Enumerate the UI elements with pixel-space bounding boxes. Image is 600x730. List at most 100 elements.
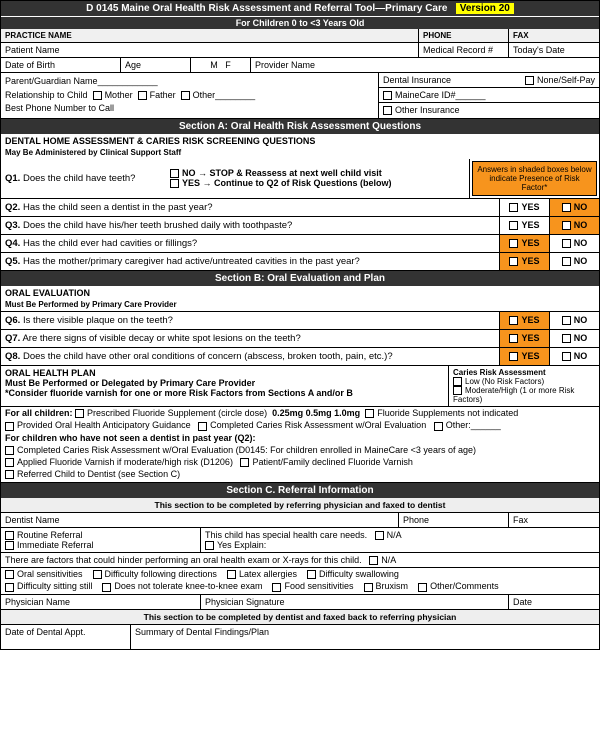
checkbox-sn-yes[interactable] [205,541,214,550]
parent-lbl: Parent/Guardian Name [5,76,98,86]
checkbox-immediate[interactable] [5,541,14,550]
plan-sub: Must Be Performed or Delegated by Primar… [5,378,255,388]
practice-name-hdr: PRACTICE NAME [1,29,419,42]
not-seen-lbl: For children who have not seen a dentist… [5,433,256,443]
checkbox-food-sens[interactable] [272,583,281,592]
q2-row: Q2. Has the child seen a dentist in the … [1,199,599,217]
factors-line2: Difficulty sitting still Does not tolera… [1,580,599,594]
checkbox-diff-swallow[interactable] [307,570,316,579]
cra-block: Caries Risk Assessment Low (No Risk Fact… [449,366,599,407]
q1-no-action: STOP & Reassess at next well child visit [210,168,382,178]
diff-dir: Difficulty following directions [105,569,217,579]
q6-no[interactable]: NO [549,312,599,329]
checkbox-sn-na[interactable] [375,531,384,540]
dental-ins-lbl: Dental Insurance [383,75,451,85]
declined: Patient/Family declined Fluoride Varnish [252,457,412,467]
q8-no[interactable]: NO [549,348,599,365]
checkbox-completed-cra[interactable] [198,422,207,431]
referral-type-block: Routine Referral Immediate Referral [1,528,201,552]
q3-yes[interactable]: YES [499,217,549,234]
q1-row: Q1. Does the child have teeth? NO → STOP… [1,159,469,198]
q7-yes[interactable]: YES [499,330,549,347]
fluoride-supp: Prescribed Fluoride Supplement (circle d… [87,408,267,418]
sec-c-note1: This section to be completed by referrin… [1,498,599,513]
checkbox-varnish[interactable] [5,458,14,467]
checkbox-hinder-na[interactable] [369,556,378,565]
oral-sens: Oral sensitivities [17,569,83,579]
age-lbl: Age [121,58,191,72]
risk-note: Answers in shaded boxes below indicate P… [472,161,597,196]
q6-yes[interactable]: YES [499,312,549,329]
c-phone-lbl: Phone [399,513,509,527]
checkbox-declined[interactable] [240,458,249,467]
q1-no: NO [182,168,196,178]
not-seen-line: For children who have not seen a dentist… [1,432,599,444]
q5-yes[interactable]: YES [499,253,549,270]
q4-row: Q4. Has the child ever had cavities or f… [1,235,599,253]
all-children-lbl: For all children: [5,408,73,418]
med-rec-lbl: Medical Record # [419,43,509,57]
q5-no[interactable]: NO [549,253,599,270]
checkbox-routine[interactable] [5,531,14,540]
checkbox-mainecare[interactable] [383,91,392,100]
completed-cra2-line: Completed Caries Risk Assessment w/Oral … [1,444,599,456]
hinder-line: There are factors that could hinder perf… [1,553,599,568]
q6-label: Q6. [5,315,20,326]
q3-label: Q3. [5,220,20,231]
risk-note-box: Answers in shaded boxes below indicate P… [469,159,599,198]
checkbox-diff-dir[interactable] [93,570,102,579]
checkbox-other-comm[interactable] [418,583,427,592]
checkbox-other[interactable] [434,422,443,431]
checkbox-father[interactable] [138,91,147,100]
insurance-block: Dental Insurance None/Self-Pay MaineCare… [379,73,599,118]
cra-hdr: Caries Risk Assessment [453,368,546,377]
checkbox-referred[interactable] [5,470,14,479]
checkbox-oral-sens[interactable] [5,570,14,579]
other-lbl: Other: [446,420,471,430]
q3-no[interactable]: NO [549,217,599,234]
q8-yes[interactable]: YES [499,348,549,365]
cra-mod: Moderate/High (1 or more Risk Factors) [453,386,574,404]
q7-label: Q7. [5,333,20,344]
checkbox-bruxism[interactable] [364,583,373,592]
checkbox-other-ins[interactable] [383,106,392,115]
assessment-form: D 0145 Maine Oral Health Risk Assessment… [0,0,600,650]
c-date-lbl: Date [509,595,599,609]
checkbox-supp-not[interactable] [365,409,374,418]
checkbox-diff-sit[interactable] [5,583,14,592]
q7-no[interactable]: NO [549,330,599,347]
checkbox-none-self[interactable] [525,76,534,85]
guardian-block: Parent/Guardian Name____________ Relatio… [1,73,379,118]
rel-father: Father [150,90,176,100]
bruxism: Bruxism [376,581,409,591]
checkbox-latex[interactable] [227,570,236,579]
checkbox-mother[interactable] [93,91,102,100]
title-main: D 0145 Maine Oral Health Risk Assessment… [86,3,447,14]
q4-yes[interactable]: YES [499,235,549,252]
q1-yes: YES [182,178,200,188]
checkbox-cra-mod[interactable] [453,386,462,395]
q4-no[interactable]: NO [549,235,599,252]
q3-row: Q3. Does the child have his/her teeth br… [1,217,599,235]
checkbox-fluoride-supp[interactable] [75,409,84,418]
checkbox-cra-low[interactable] [453,377,462,386]
q7-row: Q7. Are there signs of visible decay or … [1,330,599,348]
rel-mother: Mother [105,90,133,100]
checkbox-completed-cra2[interactable] [5,446,14,455]
q2-label: Q2. [5,202,20,213]
all-children-line: For all children: Prescribed Fluoride Su… [1,407,599,419]
checkbox-guidance[interactable] [5,422,14,431]
q2-yes[interactable]: YES [499,199,549,216]
q1-label: Q1. [5,173,20,184]
subtitle: For Children 0 to <3 Years Old [1,16,599,29]
q6-text: Is there visible plaque on the teeth? [23,315,173,326]
checkbox-q1-yes[interactable] [170,179,179,188]
checkbox-other-rel[interactable] [181,91,190,100]
q8-row: Q8. Does the child have other oral condi… [1,348,599,366]
checkbox-knee[interactable] [102,583,111,592]
guidance-line: Provided Oral Health Anticipatory Guidan… [1,419,599,431]
checkbox-q1-no[interactable] [170,169,179,178]
completed-cra2: Completed Caries Risk Assessment w/Oral … [17,445,476,455]
q2-no[interactable]: NO [549,199,599,216]
referred: Referred Child to Dentist (see Section C… [17,469,180,479]
